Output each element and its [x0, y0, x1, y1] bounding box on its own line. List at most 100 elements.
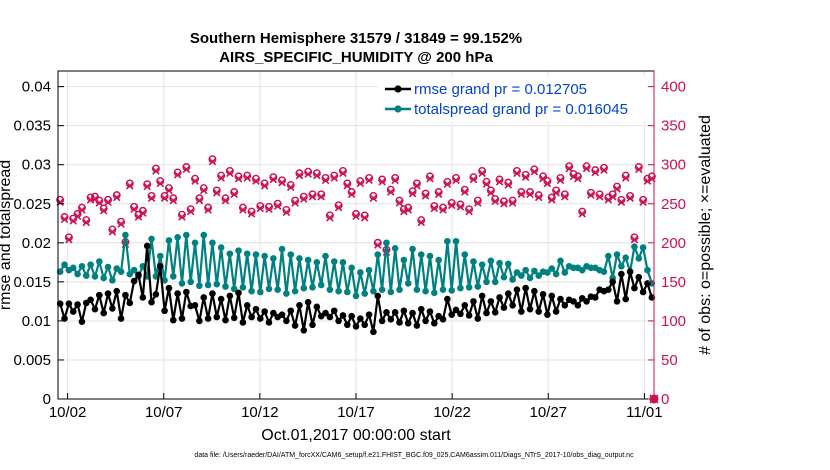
- totalspread-point: [239, 284, 247, 291]
- rmse-point: [143, 242, 151, 250]
- obs-evaluated-point: [273, 202, 282, 210]
- x-tick-label: 10/12: [241, 404, 279, 421]
- totalspread-point: [217, 244, 225, 251]
- totalspread-point: [444, 237, 451, 245]
- obs-evaluated-point: [508, 199, 517, 207]
- rmse-point: [326, 313, 334, 321]
- totalspread-point: [635, 255, 643, 262]
- rmse-point: [396, 319, 403, 326]
- totalspread-point: [61, 261, 68, 268]
- obs-evaluated-point: [404, 206, 412, 214]
- rmse-point: [552, 308, 560, 315]
- totalspread-point: [431, 289, 438, 297]
- totalspread-point: [335, 287, 342, 295]
- obs-evaluated-point: [82, 218, 91, 227]
- obs-evaluated-point: [256, 204, 265, 213]
- obs-evaluated-point: [260, 182, 269, 190]
- rmse-point: [644, 280, 651, 287]
- obs-evaluated-point: [543, 179, 552, 188]
- rmse-point: [387, 316, 395, 323]
- totalspread-point: [561, 269, 569, 276]
- obs-evaluated-point: [221, 196, 230, 205]
- rmse-point: [252, 305, 260, 313]
- totalspread-point: [522, 266, 529, 274]
- totalspread-point: [413, 286, 421, 293]
- totalspread-point: [148, 235, 155, 243]
- obs-evaluated-point: [408, 189, 417, 198]
- legend-box: [377, 76, 647, 122]
- totalspread-point: [174, 234, 181, 241]
- footnote: data file: /Users/raeder/DAI/ATM_forcXX/…: [194, 452, 634, 459]
- totalspread-point: [465, 284, 473, 291]
- rmse-point: [304, 298, 312, 306]
- rmse-point: [87, 296, 94, 304]
- obs-evaluated-point: [456, 203, 465, 211]
- rmse-point: [300, 326, 308, 334]
- legend-spread-marker: [394, 105, 402, 113]
- totalspread-point: [226, 250, 234, 258]
- totalspread-point: [213, 280, 221, 288]
- obs-evaluated-point: [421, 192, 430, 200]
- y-right-tick-label: 0: [661, 391, 669, 408]
- obs-evaluated-point: [95, 199, 104, 207]
- totalspread-point: [409, 245, 416, 253]
- x-axis-label: Oct.01,2017 00:00:00 start: [261, 427, 451, 444]
- totalspread-point: [404, 280, 412, 287]
- rmse-point: [122, 291, 129, 299]
- totalspread-point: [270, 255, 277, 262]
- obs-evaluated-point: [487, 189, 495, 197]
- totalspread-point: [69, 264, 77, 272]
- obs-evaluated-point: [526, 190, 534, 199]
- obs-evaluated-point: [395, 199, 404, 207]
- obs-evaluated-point: [139, 209, 147, 217]
- rmse-point: [374, 292, 382, 300]
- totalspread-point: [391, 244, 399, 252]
- rmse-point: [544, 311, 551, 318]
- totalspread-point: [235, 247, 242, 254]
- obs-evaluated-point: [73, 212, 82, 221]
- obs-evaluated-point: [173, 171, 182, 179]
- obs-evaluated-point: [252, 177, 260, 185]
- obs-evaluated-point: [569, 172, 578, 181]
- totalspread-point: [378, 286, 386, 293]
- rmse-point: [561, 301, 569, 309]
- rmse-point: [361, 321, 369, 329]
- rmse-point: [526, 305, 534, 313]
- totalspread-point: [631, 243, 638, 251]
- obs-evaluated-point: [561, 192, 569, 201]
- y-left-tick-label: 0: [43, 391, 51, 408]
- rmse-point: [135, 271, 142, 279]
- rmse-point: [348, 312, 355, 320]
- totalspread-point: [130, 266, 138, 274]
- rmse-point: [613, 298, 621, 305]
- rmse-point: [270, 309, 277, 317]
- totalspread-point: [74, 270, 81, 278]
- rmse-point: [74, 301, 81, 308]
- obs-evaluated-point: [591, 168, 600, 177]
- obs-evaluated-point: [482, 180, 491, 189]
- obs-evaluated-point: [217, 174, 225, 182]
- totalspread-point: [483, 278, 490, 286]
- rmse-point: [100, 309, 107, 317]
- rmse-point: [165, 284, 173, 292]
- totalspread-point: [548, 265, 556, 272]
- totalspread-point: [435, 256, 442, 264]
- totalspread-point: [439, 286, 447, 293]
- obs-evaluated-point: [621, 174, 630, 182]
- totalspread-point: [557, 257, 564, 265]
- obs-evaluated-point: [613, 185, 621, 193]
- totalspread-point: [600, 268, 608, 276]
- rmse-point: [156, 262, 164, 270]
- obs-evaluated-point: [282, 208, 291, 217]
- obs-evaluated-point: [343, 182, 352, 190]
- totalspread-point: [422, 287, 429, 295]
- totalspread-point: [222, 283, 229, 290]
- rmse-point: [113, 287, 121, 295]
- rmse-point: [548, 292, 556, 300]
- obs-evaluated-point: [643, 177, 652, 185]
- rmse-point: [500, 304, 508, 311]
- rmse-point: [230, 314, 238, 322]
- obs-evaluated-point: [186, 207, 195, 216]
- totalspread-point: [374, 251, 382, 258]
- totalspread-point: [448, 287, 456, 294]
